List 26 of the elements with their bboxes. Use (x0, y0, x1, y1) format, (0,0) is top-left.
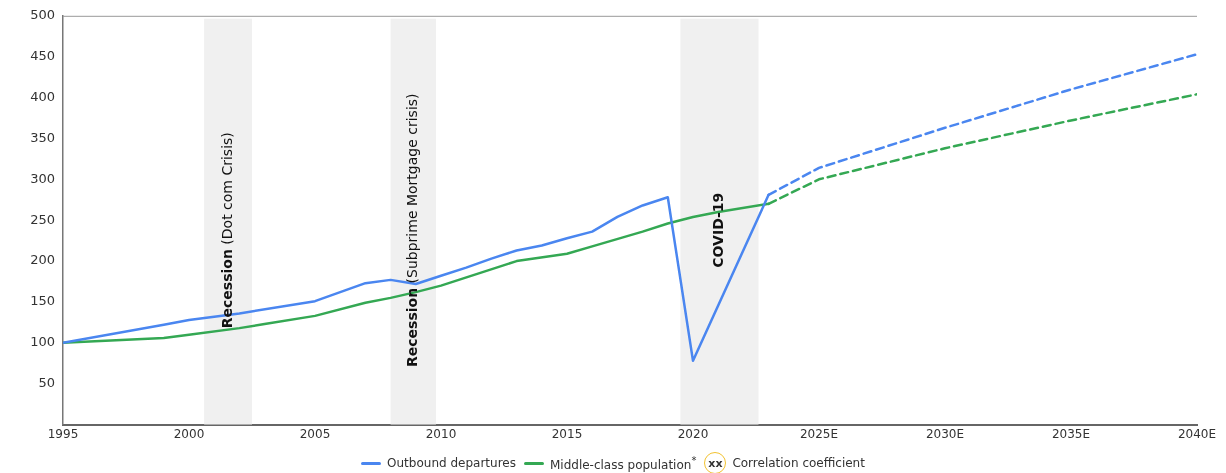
y-tick-label: 500 (30, 7, 55, 23)
x-tick-label: 2005 (299, 426, 331, 441)
x-tick-label: 2015 (551, 426, 583, 441)
x-tick-label: 2040E (1177, 426, 1217, 441)
x-tick-label: 2000 (173, 426, 205, 441)
y-tick-label: 50 (38, 375, 55, 391)
x-tick-label: 2020 (677, 426, 709, 441)
y-tick-label: 150 (30, 293, 55, 309)
x-tick-label: 2030E (925, 426, 965, 441)
x-tick-label: 1995 (47, 426, 79, 441)
y-tick-label: 300 (30, 170, 55, 186)
legend-label: Middle-class population$^{*}$ (549, 454, 697, 472)
y-tick-label: 250 (30, 211, 55, 227)
y-tick-label: 200 (30, 252, 55, 268)
x-tick-label: 2035E (1051, 426, 1091, 441)
y-tick-label: 100 (30, 334, 55, 350)
band-label: Recession (Dot com Crisis) (218, 132, 235, 329)
x-tick-label: 2025E (799, 426, 839, 441)
legend-label: Outbound departures (387, 456, 516, 470)
band-label: Recession (Subprime Mortgage crisis) (403, 93, 420, 367)
band-label: COVID-19 (710, 192, 727, 268)
x-tick-label: 2010 (425, 426, 457, 441)
y-tick-label: 400 (30, 88, 55, 104)
text: Correlation coefficient (732, 456, 865, 470)
y-tick-label: 450 (30, 48, 55, 64)
y-tick-label: 350 (30, 129, 55, 145)
